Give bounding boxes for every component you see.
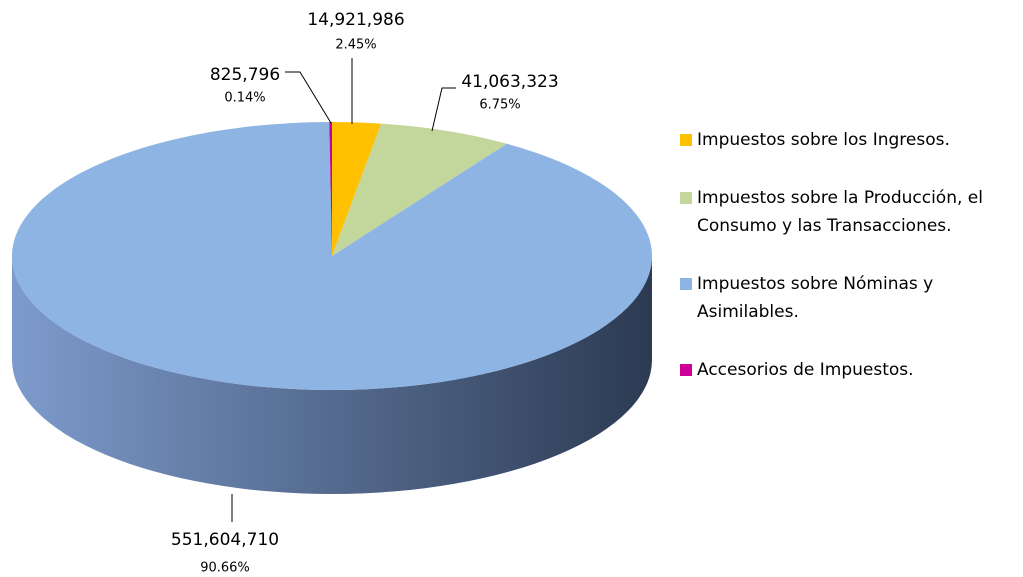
legend-swatch: [680, 134, 692, 146]
pie-side: [12, 256, 652, 494]
legend-label: Impuestos sobre la Producción, el Consum…: [697, 188, 983, 236]
legend-swatch: [680, 364, 692, 376]
leader-line: [285, 71, 332, 124]
percent-label: 6.75%: [479, 98, 520, 113]
percent-label: 0.14%: [224, 91, 265, 106]
pie-slice: [329, 122, 332, 256]
value-label: 825,796: [210, 65, 280, 85]
legend-label: Impuestos sobre los Ingresos.: [697, 130, 950, 150]
legend-label: Accesorios de Impuestos.: [697, 360, 914, 380]
pie-slice: [332, 123, 507, 256]
legend-item: Impuestos sobre Nóminas y Asimilables.: [680, 270, 1015, 326]
percent-label: 90.66%: [200, 561, 250, 576]
value-label: 41,063,323: [461, 72, 558, 92]
legend: Impuestos sobre los Ingresos. Impuestos s…: [680, 126, 1015, 414]
legend-swatch: [680, 192, 692, 204]
legend-item: Impuestos sobre la Producción, el Consum…: [680, 184, 1015, 240]
value-label: 14,921,986: [307, 10, 404, 30]
chart: 14,921,986 2.45% 41,063,323 6.75% 551,604,71…: [12, 10, 652, 576]
legend-item: Impuestos sobre los Ingresos.: [680, 126, 1015, 154]
legend-swatch: [680, 278, 692, 290]
pie-slice: [12, 122, 652, 390]
legend-item: Accesorios de Impuestos.: [680, 356, 1015, 384]
percent-label: 2.45%: [335, 38, 376, 53]
legend-label: Impuestos sobre Nóminas y Asimilables.: [697, 274, 934, 322]
value-label: 551,604,710: [171, 530, 279, 550]
leader-line: [431, 87, 456, 132]
pie-slice: [332, 122, 382, 256]
